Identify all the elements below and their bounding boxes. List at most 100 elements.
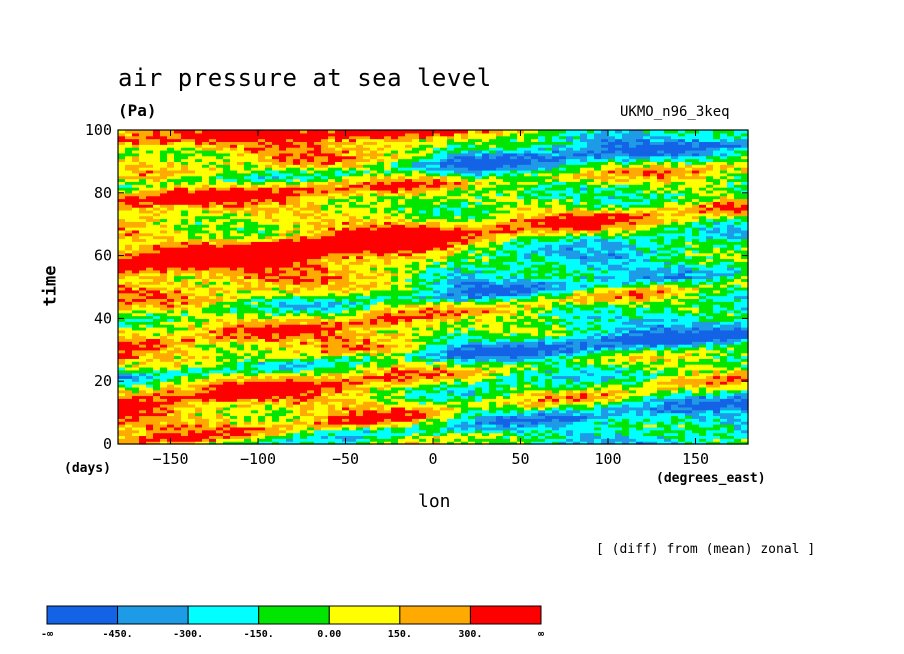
heatmap-cell bbox=[216, 389, 224, 394]
heatmap-cell bbox=[272, 384, 280, 388]
heatmap-cell bbox=[146, 378, 154, 382]
heatmap-cell bbox=[566, 389, 574, 394]
heatmap-cell bbox=[608, 418, 616, 422]
heatmap-cell bbox=[622, 395, 630, 399]
heatmap-cell bbox=[300, 381, 308, 385]
heatmap-cell bbox=[279, 421, 287, 425]
heatmap-cell bbox=[349, 401, 357, 405]
heatmap-cell bbox=[608, 372, 616, 377]
heatmap-cell bbox=[279, 426, 287, 431]
heatmap-cell bbox=[685, 392, 693, 397]
heatmap-cell bbox=[440, 372, 448, 377]
heatmap-cell bbox=[426, 381, 434, 385]
heatmap-cell bbox=[587, 415, 595, 419]
heatmap-cell bbox=[517, 381, 525, 385]
heatmap-cell bbox=[503, 389, 511, 394]
heatmap-cell bbox=[517, 375, 525, 379]
heatmap-cell bbox=[251, 372, 259, 377]
heatmap-cell bbox=[118, 421, 126, 425]
heatmap-cell bbox=[461, 384, 469, 388]
heatmap-cell bbox=[405, 369, 413, 374]
heatmap-cell bbox=[503, 386, 511, 391]
heatmap-cell bbox=[195, 424, 203, 428]
heatmap-cell bbox=[650, 375, 658, 379]
heatmap-cell bbox=[258, 366, 266, 371]
heatmap-cell bbox=[608, 378, 616, 382]
heatmap-cell bbox=[146, 429, 154, 434]
heatmap-cell bbox=[216, 406, 224, 411]
heatmap-cell bbox=[293, 369, 301, 374]
heatmap-cell bbox=[622, 404, 630, 408]
heatmap-cell bbox=[566, 415, 574, 419]
heatmap-cell bbox=[216, 404, 224, 408]
heatmap-cell bbox=[678, 429, 686, 434]
heatmap-cell bbox=[237, 404, 245, 408]
heatmap-cell bbox=[503, 398, 511, 402]
heatmap-cell bbox=[615, 392, 623, 397]
heatmap-cell bbox=[496, 415, 504, 419]
heatmap-cell bbox=[713, 392, 721, 397]
heatmap-cell bbox=[706, 369, 714, 374]
heatmap-cell bbox=[664, 378, 672, 382]
heatmap-cell bbox=[538, 401, 546, 405]
heatmap-cell bbox=[727, 415, 735, 419]
heatmap-cell bbox=[384, 412, 392, 417]
heatmap-cell bbox=[559, 381, 567, 385]
heatmap-cell bbox=[181, 404, 189, 408]
heatmap-cell bbox=[181, 409, 189, 414]
heatmap-cell bbox=[300, 384, 308, 388]
heatmap-cell bbox=[209, 421, 217, 425]
heatmap-cell bbox=[314, 415, 322, 419]
heatmap-cell bbox=[496, 384, 504, 388]
heatmap-cell bbox=[209, 415, 217, 419]
heatmap-cell bbox=[510, 381, 518, 385]
heatmap-cell bbox=[139, 432, 147, 437]
heatmap-cell bbox=[314, 429, 322, 434]
heatmap-cell bbox=[370, 375, 378, 379]
heatmap-cell bbox=[258, 415, 266, 419]
heatmap-cell bbox=[608, 435, 616, 439]
heatmap-cell bbox=[664, 426, 672, 431]
heatmap-cell bbox=[524, 418, 532, 422]
heatmap-cell bbox=[272, 429, 280, 434]
heatmap-cell bbox=[279, 366, 287, 371]
heatmap-cell bbox=[363, 441, 371, 445]
heatmap-cell bbox=[538, 406, 546, 411]
heatmap-cell bbox=[545, 424, 553, 428]
heatmap-cell bbox=[629, 369, 637, 374]
heatmap-cell bbox=[398, 435, 406, 439]
heatmap-cell bbox=[244, 404, 252, 408]
heatmap-cell bbox=[293, 389, 301, 394]
heatmap-cell bbox=[615, 432, 623, 437]
heatmap-cell bbox=[440, 398, 448, 402]
heatmap-cell bbox=[657, 429, 665, 434]
heatmap-cell bbox=[419, 375, 427, 379]
heatmap-cell bbox=[713, 438, 721, 442]
heatmap-cell bbox=[517, 415, 525, 419]
heatmap-cell bbox=[230, 392, 238, 397]
heatmap-cell bbox=[223, 421, 231, 425]
heatmap-cell bbox=[524, 395, 532, 399]
heatmap-cell bbox=[524, 372, 532, 377]
heatmap-cell bbox=[713, 412, 721, 417]
heatmap-cell bbox=[314, 378, 322, 382]
heatmap-cell bbox=[230, 375, 238, 379]
heatmap-cell bbox=[328, 401, 336, 405]
heatmap-cell bbox=[552, 372, 560, 377]
heatmap-cell bbox=[377, 398, 385, 402]
heatmap-cell bbox=[398, 381, 406, 385]
heatmap-cell bbox=[447, 426, 455, 431]
heatmap-cell bbox=[454, 392, 462, 397]
heatmap-cell bbox=[552, 426, 560, 431]
heatmap-cell bbox=[279, 424, 287, 428]
heatmap-cell bbox=[720, 381, 728, 385]
heatmap-cell bbox=[636, 398, 644, 402]
heatmap-cell bbox=[608, 424, 616, 428]
heatmap-cell bbox=[713, 426, 721, 431]
heatmap-cell bbox=[699, 421, 707, 425]
heatmap-cell bbox=[356, 381, 364, 385]
heatmap-cell bbox=[349, 386, 357, 391]
heatmap-cell bbox=[377, 386, 385, 391]
heatmap-cell bbox=[426, 406, 434, 411]
heatmap-cell bbox=[447, 369, 455, 374]
